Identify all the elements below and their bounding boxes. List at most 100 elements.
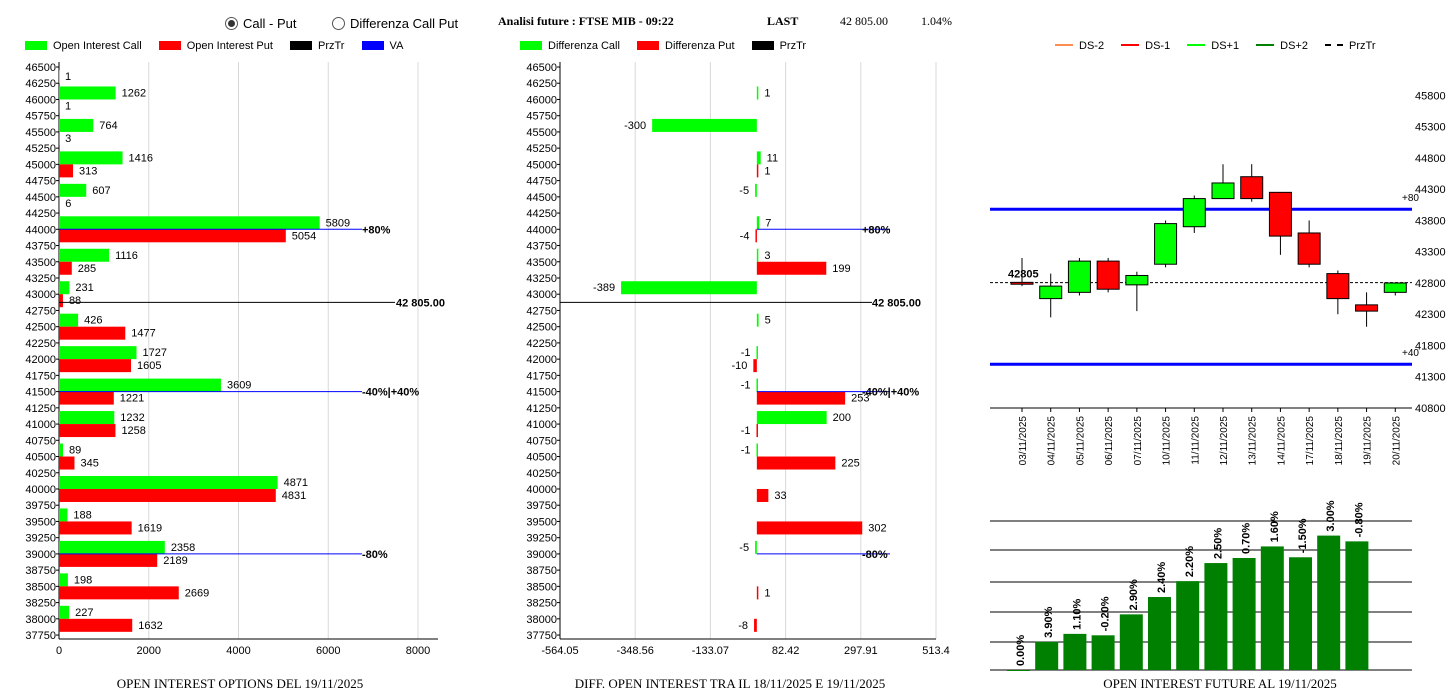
candle-body	[1297, 232, 1321, 265]
diff-x-tick-label: 82.42	[772, 645, 800, 657]
oi-call-value-label: 607	[92, 185, 110, 197]
candle-body	[1268, 191, 1292, 237]
diff-put-value-label: 253	[851, 393, 869, 405]
diff-call-value-label: -1	[741, 380, 751, 392]
oi-strike-label: 46500	[25, 62, 56, 74]
diff-x-tick-label: -133.07	[692, 645, 729, 657]
diff-call-value-label: -300	[624, 120, 646, 132]
future-value-label: 2.20%	[1184, 546, 1196, 577]
candle-y-tick-label: 43300	[1415, 247, 1446, 259]
diff-strike-label: 38750	[526, 565, 557, 577]
oi-strike-label: 41000	[25, 419, 56, 431]
oi-strike-label: 42000	[25, 354, 56, 366]
oi-strike-label: 42500	[25, 322, 56, 334]
diff-strike-label: 43000	[526, 289, 557, 301]
radio-call-put[interactable]: Call - Put	[225, 16, 296, 31]
diff-strike-label: 44750	[526, 176, 557, 188]
candle-body	[1125, 274, 1149, 286]
oi-call-bar	[59, 70, 60, 84]
diff-call-bar	[756, 443, 758, 457]
candle-date-label: 05/11/2025	[1075, 416, 1086, 466]
candle-price-label: 42805	[1008, 269, 1039, 281]
diff-put-value-label: 33	[774, 490, 786, 502]
radio-differenza[interactable]: Differenza Call Put	[332, 16, 458, 31]
oi-call-value-label: 2358	[171, 542, 195, 554]
legend-swatch-przTr	[290, 41, 312, 50]
oi-call-value-label: 227	[75, 607, 93, 619]
oi-call-value-label: 1416	[129, 152, 153, 164]
oi-put-bar	[59, 553, 158, 567]
oi-strike-label: 39000	[25, 549, 56, 561]
candle-date-label: 06/11/2025	[1104, 416, 1115, 466]
oi-put-value-label: 1477	[131, 328, 155, 340]
candle-y-tick-label: 40800	[1415, 403, 1446, 415]
diff-call-bar	[756, 151, 761, 165]
diff-va-label: -40%|+40%	[862, 387, 919, 399]
oi-put-bar	[59, 229, 286, 243]
future-value-label: 2.90%	[1128, 579, 1140, 610]
diff-strike-label: 38500	[526, 581, 557, 593]
oi-strike-label: 45000	[25, 159, 56, 171]
candle-body	[1355, 304, 1379, 312]
diff-put-value-label: 225	[841, 458, 859, 470]
oi-call-value-label: 1262	[122, 87, 146, 99]
future-value-label: 2.40%	[1156, 562, 1168, 593]
oi-strike-label: 42750	[25, 305, 56, 317]
oi-put-bar	[59, 294, 63, 308]
oi-put-bar	[59, 586, 179, 600]
oi-strike-label: 38250	[25, 598, 56, 610]
oi-call-value-label: 198	[74, 574, 92, 586]
oi-put-bar	[59, 391, 114, 405]
legend-swatch-call	[520, 41, 542, 50]
diff-put-value-label: -10	[731, 360, 747, 372]
oi-call-value-label: 89	[69, 445, 81, 457]
diff-put-bar	[756, 391, 846, 405]
diff-call-value-label: 200	[833, 412, 851, 424]
candle-y-tick-label: 44800	[1415, 153, 1446, 165]
oi-call-bar	[59, 86, 116, 100]
diff-strike-label: 45750	[526, 111, 557, 123]
oi-strike-label: 40500	[25, 452, 56, 464]
diff-put-value-label: -4	[740, 230, 750, 242]
diff-put-bar	[756, 521, 863, 535]
future-bar	[1176, 581, 1200, 670]
radio-call-put-label: Call - Put	[243, 16, 297, 31]
oi-put-value-label: 313	[79, 165, 97, 177]
oi-put-value-label: 1221	[120, 393, 144, 405]
oi-put-value-label: 1619	[138, 522, 162, 534]
future-value-label: -1.50%	[1297, 518, 1309, 553]
candle-y-tick-label: 45300	[1415, 122, 1446, 134]
legend-swatch-przTr	[751, 41, 774, 50]
oi-put-value-label: 1258	[121, 425, 145, 437]
oi-call-bar	[59, 313, 79, 327]
oi-put-value-label: 88	[69, 295, 81, 307]
future-bar	[1063, 633, 1087, 670]
candle-y-tick-label: 43800	[1415, 215, 1446, 227]
future-bar	[1204, 563, 1228, 670]
radio-call-put-indicator[interactable]	[225, 17, 238, 30]
candle-y-tick-label: 42800	[1415, 278, 1446, 290]
legend-label: PrzTr	[318, 40, 345, 52]
diff-call-value-label: 1	[764, 87, 770, 99]
diff-put-value-label: 1	[764, 587, 770, 599]
candle-date-label: 07/11/2025	[1133, 416, 1144, 466]
oi-put-bar	[59, 99, 60, 113]
diff-put-bar	[756, 586, 759, 600]
oi-strike-label: 39500	[25, 516, 56, 528]
oi-put-value-label: 6	[65, 198, 71, 210]
oi-call-value-label: 5809	[326, 217, 350, 229]
oi-put-value-label: 2669	[185, 587, 209, 599]
diff-strike-label: 43250	[526, 273, 557, 285]
diff-put-value-label: 302	[868, 522, 886, 534]
radio-differenza-indicator[interactable]	[332, 17, 345, 30]
oi-strike-label: 43500	[25, 257, 56, 269]
candle-y-tick-label: 41800	[1415, 340, 1446, 352]
legend-label: DS-2	[1079, 40, 1105, 52]
candle-date-label: 14/11/2025	[1276, 416, 1287, 466]
legend-item-oi-call: Open Interest Call	[25, 40, 142, 52]
oi-strike-label: 40750	[25, 435, 56, 447]
last-change: 1.04%	[921, 14, 952, 28]
diff-call-value-label: 11	[767, 152, 778, 164]
diff-call-bar	[755, 540, 757, 554]
candle-date-label: 18/11/2025	[1334, 416, 1345, 466]
